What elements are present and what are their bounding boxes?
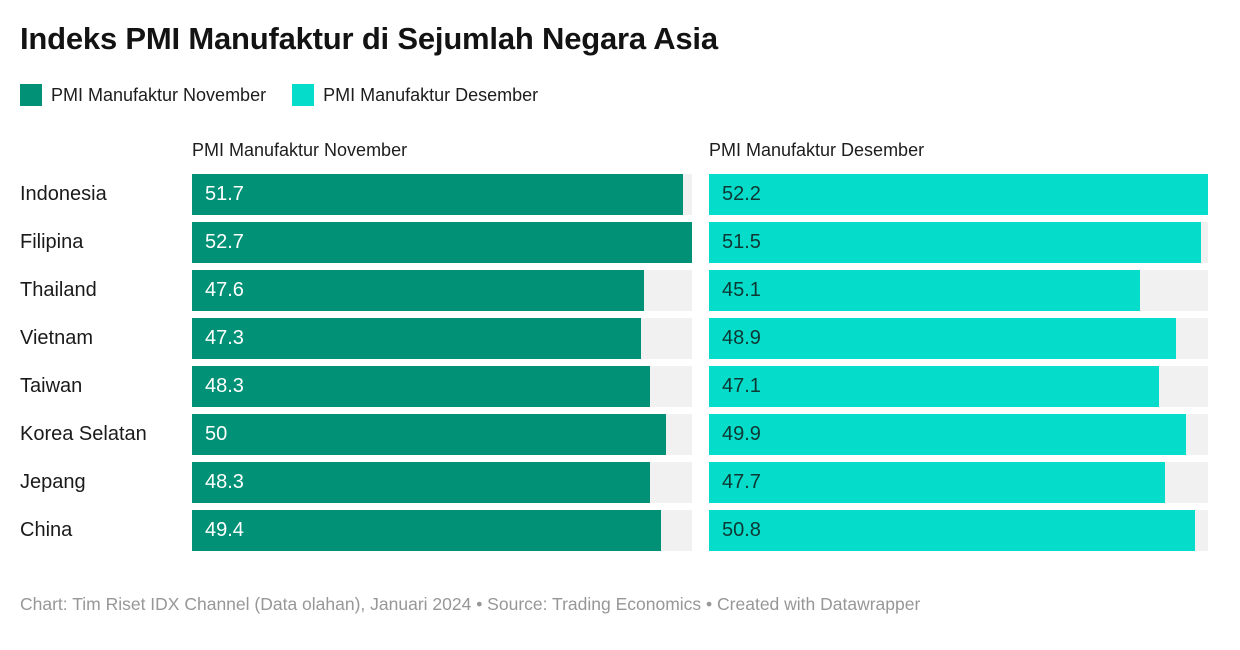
row-label: Korea Selatan	[20, 423, 147, 446]
table-row: Vietnam 47.3 48.9	[20, 318, 1220, 360]
legend-item-desember: PMI Manufaktur Desember	[292, 84, 539, 107]
bar-value-label: 52.2	[722, 183, 761, 206]
row-label: Filipina	[20, 231, 84, 254]
desember-bar-track: 48.9	[709, 318, 1208, 360]
desember-bar-track: 51.5	[709, 222, 1208, 264]
table-row: Jepang 48.3 47.7	[20, 462, 1220, 504]
row-label: Thailand	[20, 279, 97, 302]
november-bar-track: 51.7	[192, 174, 692, 216]
november-bar: 47.3	[192, 318, 641, 360]
bar-value-label: 47.7	[722, 471, 761, 494]
table-row: Indonesia 51.7 52.2	[20, 174, 1220, 216]
bar-value-label: 52.7	[205, 231, 244, 254]
bar-value-label: 48.3	[205, 375, 244, 398]
legend-swatch-november-icon	[20, 84, 42, 107]
bar-value-label: 48.9	[722, 327, 761, 350]
november-bar-track: 48.3	[192, 462, 692, 504]
november-bar: 50	[192, 414, 667, 456]
legend-label-november: PMI Manufaktur November	[51, 84, 267, 105]
desember-bar: 50.8	[709, 510, 1195, 552]
desember-bar-track: 47.7	[709, 462, 1208, 504]
bar-value-label: 50	[205, 423, 228, 446]
legend-label-desember: PMI Manufaktur Desember	[323, 84, 539, 105]
bar-value-label: 49.4	[205, 519, 244, 542]
bar-value-label: 51.5	[722, 231, 761, 254]
table-row: Korea Selatan 50 49.9	[20, 414, 1220, 456]
row-label: China	[20, 519, 73, 542]
bar-value-label: 49.9	[722, 423, 761, 446]
november-bar-track: 47.6	[192, 270, 692, 312]
column-header-november: PMI Manufaktur November	[192, 140, 408, 161]
legend-swatch-desember-icon	[292, 84, 315, 107]
column-header-desember: PMI Manufaktur Desember	[709, 140, 925, 161]
november-bar-track: 52.7	[192, 222, 692, 264]
table-row: Thailand 47.6 45.1	[20, 270, 1220, 312]
november-bar-track: 48.3	[192, 366, 692, 408]
row-label: Taiwan	[20, 375, 83, 398]
november-bar: 48.3	[192, 366, 651, 408]
bar-value-label: 45.1	[722, 279, 761, 302]
row-label: Indonesia	[20, 183, 107, 206]
november-bar: 48.3	[192, 462, 651, 504]
november-bar: 49.4	[192, 510, 661, 552]
november-bar-track: 50	[192, 414, 692, 456]
desember-bar: 49.9	[709, 414, 1186, 456]
desember-bar: 47.1	[709, 366, 1160, 408]
november-bar: 52.7	[192, 222, 692, 264]
bar-value-label: 48.3	[205, 471, 244, 494]
november-bar: 47.6	[192, 270, 644, 312]
desember-bar: 47.7	[709, 462, 1165, 504]
desember-bar: 45.1	[709, 270, 1141, 312]
row-label: Vietnam	[20, 327, 94, 350]
desember-bar-track: 45.1	[709, 270, 1208, 312]
desember-bar-track: 47.1	[709, 366, 1208, 408]
desember-bar-track: 52.2	[709, 174, 1208, 216]
bar-value-label: 50.8	[722, 519, 761, 542]
column-header-row: PMI Manufaktur November PMI Manufaktur D…	[20, 139, 1220, 161]
desember-bar: 51.5	[709, 222, 1202, 264]
legend: PMI Manufaktur November PMI Manufaktur D…	[20, 83, 1220, 107]
rows: Indonesia 51.7 52.2 Filipina 52.7 51.5 Thailan…	[20, 174, 1220, 552]
november-bar-track: 47.3	[192, 318, 692, 360]
desember-bar: 48.9	[709, 318, 1177, 360]
table-row: China 49.4 50.8	[20, 510, 1220, 552]
table-row: Taiwan 48.3 47.1	[20, 366, 1220, 408]
november-bar: 51.7	[192, 174, 683, 216]
desember-bar-track: 49.9	[709, 414, 1208, 456]
bar-value-label: 47.3	[205, 327, 244, 350]
bar-chart: PMI Manufaktur November PMI Manufaktur D…	[20, 139, 1220, 552]
table-row: Filipina 52.7 51.5	[20, 222, 1220, 264]
desember-bar-track: 50.8	[709, 510, 1208, 552]
chart-footer: Chart: Tim Riset IDX Channel (Data olaha…	[20, 594, 921, 615]
november-bar-track: 49.4	[192, 510, 692, 552]
desember-bar: 52.2	[709, 174, 1208, 216]
bar-value-label: 47.1	[722, 375, 761, 398]
chart-title: Indeks PMI Manufaktur di Sejumlah Negara…	[20, 21, 718, 56]
bar-value-label: 51.7	[205, 183, 244, 206]
legend-item-november: PMI Manufaktur November	[20, 84, 267, 107]
row-label: Jepang	[20, 471, 86, 494]
bar-value-label: 47.6	[205, 279, 244, 302]
